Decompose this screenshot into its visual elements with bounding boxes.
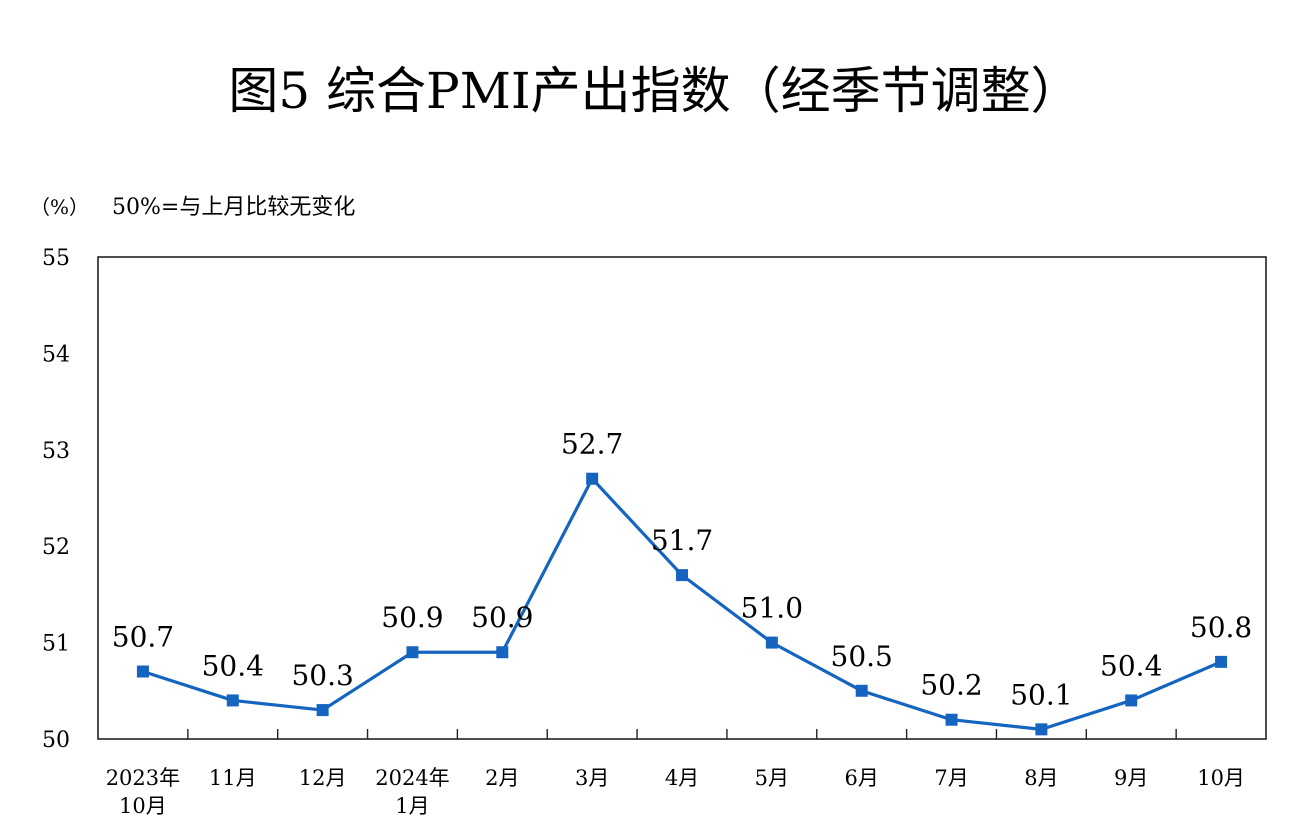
x-tick-label: 2023年 10月 [106, 766, 180, 818]
y-tick-label: 55 [42, 246, 70, 271]
x-tick-label: 7月 [934, 766, 968, 790]
x-tick-label: 4月 [665, 766, 699, 790]
data-label: 50.2 [920, 669, 982, 702]
x-tick-label: 5月 [755, 766, 789, 790]
data-label: 52.7 [561, 428, 623, 461]
unit-label: （%） [30, 195, 89, 219]
data-label: 50.7 [112, 621, 174, 654]
data-point [406, 646, 419, 659]
data-point [676, 569, 688, 582]
y-axis: 50 51 52 53 54 55 [42, 246, 70, 753]
data-label: 50.1 [1010, 678, 1072, 711]
x-tick-label: 8月 [1024, 766, 1058, 790]
data-label: 50.9 [471, 601, 533, 634]
data-point [765, 636, 778, 649]
chart-title: 图5 综合PMI产出指数（经季节调整） [228, 62, 1081, 120]
data-point [226, 694, 239, 707]
data-label: 50.4 [202, 649, 264, 682]
x-tick-label: 12月 [299, 766, 347, 790]
data-point [496, 646, 509, 659]
data-point [586, 472, 599, 485]
y-tick-label: 54 [42, 342, 70, 367]
data-point [316, 704, 329, 717]
data-label: 51.7 [651, 524, 713, 557]
x-tick-label: 6月 [845, 766, 879, 790]
y-tick-label: 51 [42, 632, 70, 657]
x-tick-label: 2024年 1月 [375, 766, 449, 818]
series: 50.7 50.4 50.3 50.9 50.9 52.7 51.7 51.0 50.5 50.2… [112, 428, 1252, 736]
y-tick-label: 52 [42, 535, 70, 560]
data-label: 50.3 [291, 659, 353, 692]
data-label: 50.9 [381, 601, 443, 634]
baseline-note: 50%=与上月比较无变化 [112, 195, 355, 220]
x-axis: 2023年 10月 11月 12月 2024年 1月 2月 3月 4月 5月 6月 7月 8月 9月 10月 [106, 729, 1245, 818]
data-point [1125, 694, 1138, 707]
x-tick-label: 10月 [1197, 766, 1245, 790]
data-label: 51.0 [741, 592, 803, 625]
data-point [1215, 655, 1228, 668]
y-tick-label: 53 [42, 439, 70, 464]
data-point [855, 684, 868, 697]
data-label: 50.8 [1190, 611, 1252, 644]
data-point [136, 665, 149, 678]
data-point [1035, 723, 1048, 736]
data-point [945, 713, 958, 726]
x-tick-label: 2月 [485, 766, 519, 790]
x-tick-label: 3月 [575, 766, 609, 790]
plot-frame [97, 256, 1267, 740]
x-tick-label: 11月 [209, 766, 257, 790]
x-tick-label: 9月 [1114, 766, 1148, 790]
y-tick-label: 50 [42, 728, 70, 753]
data-label: 50.4 [1100, 649, 1162, 682]
data-label: 50.5 [831, 640, 893, 673]
